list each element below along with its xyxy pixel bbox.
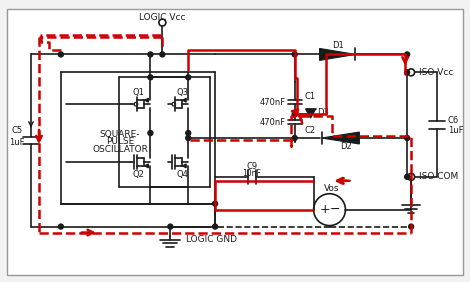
Text: OSCILLATOR: OSCILLATOR [92,146,148,155]
Text: C6: C6 [448,116,459,125]
Polygon shape [182,164,186,168]
Text: D1: D1 [333,41,345,50]
Polygon shape [306,109,315,118]
Circle shape [408,224,414,229]
Text: LOGIC Vcc: LOGIC Vcc [139,13,186,22]
Circle shape [148,52,153,57]
Polygon shape [320,49,355,60]
Circle shape [292,52,297,57]
Text: Q1: Q1 [133,88,144,97]
Circle shape [212,201,218,206]
Text: C2: C2 [305,125,316,135]
Text: Vos: Vos [324,184,339,193]
Text: Q3: Q3 [176,88,188,97]
Circle shape [148,75,153,80]
Polygon shape [144,98,149,102]
Circle shape [292,112,297,117]
Circle shape [160,52,165,57]
Text: C9: C9 [246,162,258,171]
Text: 1uF: 1uF [9,138,25,147]
Circle shape [405,174,410,179]
Circle shape [58,224,63,229]
Text: D2: D2 [341,142,352,151]
Circle shape [405,52,410,57]
FancyBboxPatch shape [7,9,463,275]
Text: 470nF: 470nF [260,98,286,107]
Text: −: − [329,203,340,216]
Polygon shape [144,164,149,168]
Circle shape [405,136,410,140]
Text: SQUARE-: SQUARE- [100,129,141,138]
Text: ISO Vcc: ISO Vcc [419,68,454,77]
Polygon shape [182,98,186,102]
Text: Q2: Q2 [133,170,144,179]
Text: D3: D3 [318,108,329,117]
Text: C5: C5 [12,126,23,135]
Circle shape [212,224,218,229]
Circle shape [168,224,173,229]
Text: 10nF: 10nF [243,169,261,178]
Circle shape [292,136,297,140]
Circle shape [58,52,63,57]
Text: PULSE: PULSE [106,138,134,146]
Circle shape [148,131,153,136]
Text: +: + [319,203,330,216]
Circle shape [186,75,191,80]
Circle shape [186,131,191,136]
Circle shape [186,136,191,140]
FancyArrowPatch shape [292,110,302,123]
Text: C1: C1 [305,92,316,101]
Text: 1uF: 1uF [448,126,463,135]
Circle shape [405,70,410,75]
Polygon shape [321,132,360,144]
Text: Q4: Q4 [176,170,188,179]
Text: 470nF: 470nF [260,118,286,127]
Text: ISO COM: ISO COM [419,172,458,181]
Text: LOGIC GND: LOGIC GND [186,235,237,244]
